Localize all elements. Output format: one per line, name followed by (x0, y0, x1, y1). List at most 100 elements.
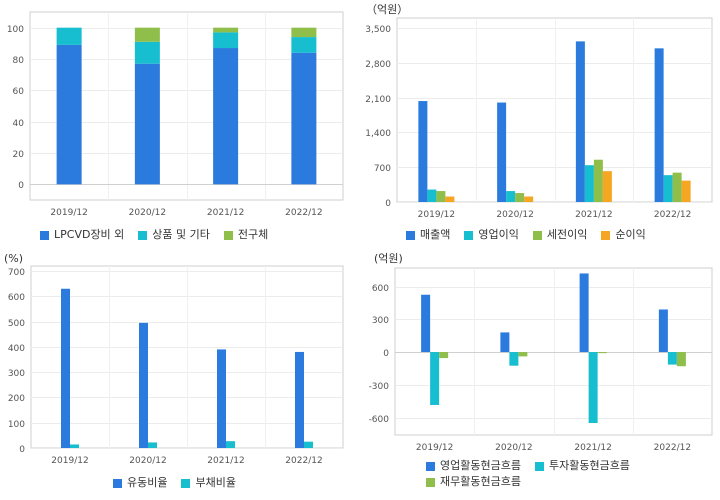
bar (663, 175, 673, 202)
bar (139, 322, 148, 448)
bar-segment (213, 27, 239, 33)
x-tick-label: 2021/12 (207, 456, 244, 466)
bar (61, 288, 70, 448)
bar (658, 309, 668, 353)
y-tick-label: 20 (13, 150, 25, 160)
legend-label: 투자활동현금흐름 (548, 459, 630, 472)
x-tick-label: 2019/12 (50, 208, 87, 218)
bar (681, 180, 691, 202)
x-tick-label: 2022/12 (654, 210, 691, 220)
x-tick-label: 2019/12 (51, 456, 88, 466)
legend-swatch (532, 230, 542, 240)
legend-label: 매출액 (420, 228, 451, 241)
legend-item: 재무활동현금흐름 (426, 474, 521, 490)
legend-label: 순이익 (615, 228, 646, 241)
legend-swatch (534, 461, 544, 471)
unit-label: （억원） (366, 3, 409, 16)
bar-segment (291, 37, 317, 53)
bar (497, 102, 507, 202)
y-tick-label: 0 (383, 349, 389, 359)
y-tick-label: 600 (8, 293, 25, 303)
bar (667, 352, 677, 365)
bar (418, 101, 428, 202)
legend-label: LPCVD장비 외 (54, 228, 125, 241)
x-tick-label: 2021/12 (575, 210, 612, 220)
y-tick-label: 100 (7, 25, 24, 35)
x-tick-label: 2019/12 (418, 210, 455, 220)
y-tick-label: 3,500 (365, 25, 391, 35)
y-tick-label: 100 (8, 420, 25, 430)
bar (70, 444, 79, 448)
y-tick-label: 300 (372, 316, 389, 326)
legend-swatch (181, 478, 191, 488)
legend-swatch (601, 230, 611, 240)
bar (445, 196, 455, 202)
y-tick-label: -600 (369, 415, 390, 425)
bar-segment (134, 63, 160, 185)
legend-item: LPCVD장비 외 (40, 227, 124, 243)
bar-segment (213, 48, 239, 185)
chart-cashflow: (억원) -600 -300 0 300 600 2019/12 2020/12 2021/1… (360, 248, 720, 496)
bar (217, 349, 226, 448)
y-tick-label: 0 (18, 181, 24, 191)
bar (588, 352, 598, 423)
legend-item: 매출액 (406, 227, 450, 243)
bar-segment (134, 41, 160, 64)
legend-item: 상품 및 기타 (138, 227, 210, 243)
legend-item: 부채비율 (181, 475, 236, 491)
x-tick-label: 2020/12 (129, 456, 166, 466)
y-tick-label: 60 (13, 87, 25, 97)
bar (226, 441, 235, 448)
y-tick-label: 700 (374, 164, 391, 174)
legend-label: 전구체 (237, 228, 269, 241)
legend-label: 세전이익 (546, 228, 588, 241)
bar (602, 171, 612, 202)
bar (584, 165, 594, 202)
bar (500, 332, 510, 353)
bar-segment (291, 27, 317, 38)
bar (436, 191, 446, 202)
bar (421, 294, 431, 353)
chart-ratios: (%) 0 100 200 300 400 500 600 700 2019/12 2020/12… (0, 248, 360, 496)
bar-segment (291, 52, 317, 185)
legend-label: 영업이익 (478, 228, 519, 241)
bar (515, 193, 525, 202)
legend-swatch (464, 230, 474, 240)
x-tick-label: 2020/12 (496, 210, 533, 220)
bar (506, 191, 516, 202)
x-tick-label: 2022/12 (285, 456, 322, 466)
legend-swatch (426, 477, 435, 487)
chart-svg: -600 -300 0 300 600 2019/12 2020/12 2021/12 2022… (369, 267, 713, 453)
bar (295, 351, 304, 448)
x-tick-label: 2022/12 (654, 443, 691, 453)
chart-svg: 0 700 1,400 2,100 2,800 3,500 2019/12 2020/12 20… (365, 17, 713, 220)
y-tick-label: 0 (19, 445, 25, 455)
legend: 매출액 영업이익 세전이익 순이익 (406, 227, 716, 243)
chart-svg: 0 100 200 300 400 500 600 700 2019/12 2020/12 2021… (8, 265, 344, 466)
y-tick-label: 300 (8, 369, 25, 379)
plot-frame (29, 11, 344, 201)
legend-label: 상품 및 기타 (152, 228, 210, 241)
bar (654, 48, 664, 202)
bar (672, 172, 682, 202)
x-tick-label: 2020/12 (495, 443, 532, 453)
y-tick-label: 0 (385, 199, 391, 209)
bar-segment (56, 27, 82, 45)
bar (304, 441, 313, 448)
x-tick-label: 2020/12 (129, 208, 166, 218)
bar (597, 352, 607, 354)
bar-segment (134, 27, 160, 42)
y-tick-label: 400 (8, 344, 25, 354)
y-tick-label: 2,800 (365, 60, 391, 70)
unit-label: (억원) (374, 252, 403, 265)
y-tick-label: 600 (372, 284, 389, 294)
bar (575, 41, 585, 203)
legend-item: 순이익 (601, 227, 646, 243)
legend-swatch (40, 230, 49, 240)
legend-label: 영업활동현금흐름 (440, 459, 521, 472)
legend: LPCVD장비 외 상품 및 기타 전구체 (40, 227, 350, 243)
bar (148, 442, 157, 448)
legend-item: 세전이익 (532, 227, 588, 243)
chart-svg: 0 20 40 60 80 100 2019/12 2020/12 2021/12 2022/12 (7, 11, 344, 218)
